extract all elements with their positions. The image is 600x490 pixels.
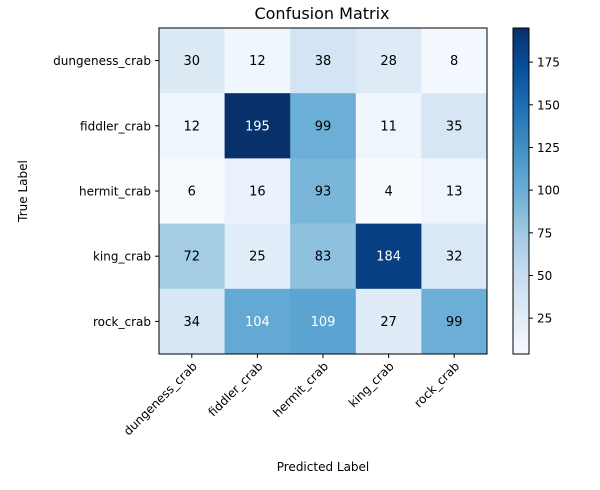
cell-value-label: 25 xyxy=(249,250,266,265)
colorbar-tick-label: 100 xyxy=(537,184,560,198)
heatmap-cells: 30 12 38 28 8 12 195 99 11 35 6 16 93 4 13 72 25 83 184 32 3… xyxy=(159,28,488,355)
cell-value-label: 28 xyxy=(380,54,397,69)
heatmap-cell xyxy=(421,223,488,290)
heatmap-cell xyxy=(224,93,291,159)
heatmap-cell xyxy=(421,158,488,224)
cell-value-label: 4 xyxy=(384,185,392,200)
chart-title: Confusion Matrix xyxy=(254,4,389,23)
heatmap-cell xyxy=(421,288,488,355)
cell-value-label: 99 xyxy=(446,315,463,330)
cell-value-label: 72 xyxy=(184,250,201,265)
y-axis-label: True Label xyxy=(16,160,30,223)
cell-value-label: 93 xyxy=(315,185,332,200)
y-tick-label: rock_crab xyxy=(93,315,151,329)
heatmap-cell xyxy=(159,288,225,355)
cell-value-label: 8 xyxy=(450,54,458,69)
heatmap-cell xyxy=(159,93,225,159)
y-tick-label: king_crab xyxy=(93,250,151,264)
heatmap-cell xyxy=(224,223,291,290)
heatmap-cell xyxy=(290,28,357,94)
y-tick-label: hermit_crab xyxy=(79,185,151,199)
heatmap-cell xyxy=(421,93,488,159)
cell-value-label: 11 xyxy=(380,119,397,134)
heatmap-cell xyxy=(355,93,422,159)
heatmap-cell xyxy=(159,223,225,290)
x-axis-ticks: dungeness_crab fiddler_crab hermit_crab kin… xyxy=(121,354,462,438)
y-tick-label: fiddler_crab xyxy=(80,119,151,133)
colorbar-tick-label: 150 xyxy=(537,98,560,112)
cell-value-label: 13 xyxy=(446,185,463,200)
heatmap-cell xyxy=(224,158,291,224)
x-tick-label: dungeness_crab xyxy=(121,359,200,438)
heatmap-cell xyxy=(355,158,422,224)
heatmap-cell xyxy=(224,288,291,355)
x-tick-label: fiddler_crab xyxy=(205,359,265,419)
colorbar-tick-label: 125 xyxy=(537,141,560,155)
cell-value-label: 38 xyxy=(315,54,332,69)
x-tick-label: hermit_crab xyxy=(270,359,331,420)
cell-value-label: 35 xyxy=(446,119,463,134)
colorbar xyxy=(512,27,530,355)
cell-value-label: 184 xyxy=(376,250,401,265)
heatmap-cell xyxy=(224,28,291,94)
colorbar-tick-label: 50 xyxy=(537,269,552,283)
heatmap-cell xyxy=(159,28,225,94)
cell-value-label: 12 xyxy=(184,119,201,134)
colorbar-tick-label: 175 xyxy=(537,56,560,70)
heatmap-cell xyxy=(355,223,422,290)
heatmap-cell xyxy=(421,28,488,94)
heatmap-cell xyxy=(290,288,357,355)
cell-value-label: 109 xyxy=(311,315,336,330)
colorbar-tick-label: 75 xyxy=(537,226,552,240)
colorbar-ticks: 25 50 75 100 125 150 175 xyxy=(529,56,560,326)
heatmap-cell xyxy=(290,158,357,224)
cell-value-label: 27 xyxy=(380,315,397,330)
cell-value-label: 16 xyxy=(249,185,266,200)
colorbar-tick-label: 25 xyxy=(537,312,552,326)
y-axis-ticks: dungeness_crab fiddler_crab hermit_crabkin… xyxy=(53,54,159,329)
cell-value-label: 12 xyxy=(249,54,266,69)
heatmap-cell xyxy=(355,28,422,94)
cell-value-label: 32 xyxy=(446,250,463,265)
cell-value-label: 6 xyxy=(188,185,196,200)
cell-value-label: 99 xyxy=(315,119,332,134)
heatmap-cell xyxy=(159,158,225,224)
heatmap-cell xyxy=(355,288,422,355)
x-tick-label: rock_crab xyxy=(411,359,462,410)
heatmap-cell xyxy=(290,223,357,290)
y-tick-label: dungeness_crab xyxy=(53,54,151,68)
cell-value-label: 34 xyxy=(184,315,201,330)
cell-value-label: 30 xyxy=(184,54,201,69)
cell-value-label: 104 xyxy=(245,315,270,330)
cell-value-label: 195 xyxy=(245,119,270,134)
x-axis-label: Predicted Label xyxy=(277,460,370,474)
x-tick-label: king_crab xyxy=(346,359,397,410)
cell-value-label: 83 xyxy=(315,250,332,265)
heatmap-cell xyxy=(290,93,357,159)
